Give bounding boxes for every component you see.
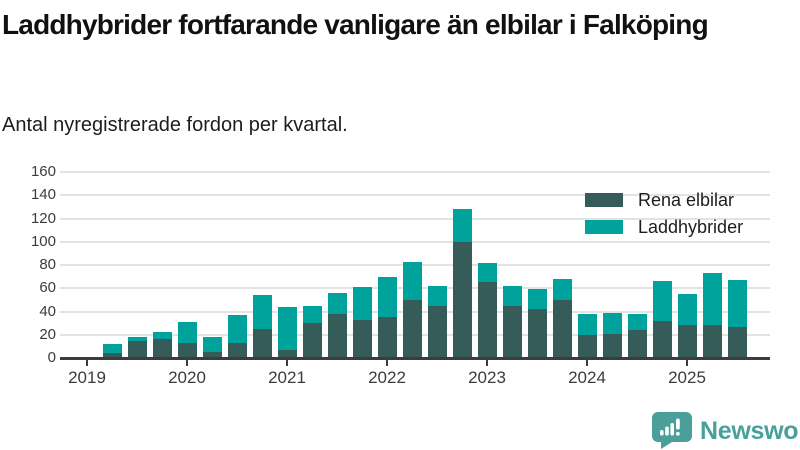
bar-2022-q1-rena-elbilar (377, 317, 397, 358)
bar-2022-q1-laddhybrider (377, 276, 397, 318)
legend-swatch-laddhybrider (585, 220, 623, 234)
bar-2024-q2-laddhybrider (602, 312, 622, 334)
x-axis-tick-2022 (386, 359, 388, 366)
bar-2024-q2-rena-elbilar (602, 333, 622, 358)
gridline-160 (60, 171, 770, 173)
bar-2022-q3-laddhybrider (427, 285, 447, 306)
gridline-140 (60, 194, 770, 197)
x-axis-label-2021: 2021 (268, 368, 306, 387)
x-axis-label-2022: 2022 (368, 368, 406, 387)
bar-2022-q4-laddhybrider (452, 209, 472, 242)
x-axis-tick-2021 (286, 359, 288, 366)
y-axis-label-140: 140 (30, 186, 56, 204)
bar-2024-q1-rena-elbilar (577, 334, 597, 358)
bar-2019-q3-laddhybrider (127, 337, 147, 341)
x-axis-label-2024: 2024 (568, 368, 606, 387)
x-axis-tick-2020 (186, 359, 188, 366)
bar-2021-q1-rena-elbilar (277, 349, 297, 358)
bar-2025-q2-rena-elbilar (702, 325, 722, 358)
bar-2020-q1-rena-elbilar (177, 342, 197, 358)
bar-2020-q2-rena-elbilar (202, 352, 222, 358)
bar-2023-q2-rena-elbilar (502, 305, 522, 358)
y-axis-label-20: 20 (39, 325, 56, 343)
bar-2023-q4-laddhybrider (552, 278, 572, 300)
bar-2022-q3-rena-elbilar (427, 305, 447, 358)
bar-2019-q2-laddhybrider (102, 344, 122, 354)
page-subtitle: Antal nyregistrerade fordon per kvartal. (2, 114, 348, 136)
bar-2022-q2-rena-elbilar (402, 299, 422, 358)
legend-label-rena-elbilar: Rena elbilar (638, 189, 735, 210)
bar-2020-q1-laddhybrider (177, 321, 197, 343)
y-axis-label-0: 0 (47, 349, 56, 366)
legend-item-laddhybrider: Laddhybrider (585, 217, 743, 237)
bar-2021-q1-laddhybrider (277, 306, 297, 350)
bar-2025-q2-laddhybrider (702, 273, 722, 326)
gridline-120 (60, 217, 770, 220)
x-axis-tick-2025 (686, 359, 688, 366)
bar-2023-q3-rena-elbilar (527, 309, 547, 358)
y-axis-label-120: 120 (30, 209, 56, 227)
bar-2020-q2-laddhybrider (202, 337, 222, 353)
bar-2024-q1-laddhybrider (577, 313, 597, 335)
bar-2024-q3-laddhybrider (627, 313, 647, 331)
bar-2024-q3-rena-elbilar (627, 330, 647, 358)
y-axis-label-160: 160 (30, 163, 56, 180)
bar-2025-q1-laddhybrider (677, 294, 697, 326)
legend-item-rena-elbilar: Rena elbilar (585, 190, 743, 210)
bar-2021-q3-laddhybrider (327, 292, 347, 314)
x-axis-label-2020: 2020 (168, 368, 206, 387)
x-axis-label-2019: 2019 (68, 368, 106, 387)
bar-2019-q2-rena-elbilar (102, 353, 122, 358)
bar-2020-q3-laddhybrider (227, 314, 247, 343)
bar-2021-q2-rena-elbilar (302, 323, 322, 358)
bar-2020-q3-rena-elbilar (227, 342, 247, 358)
bar-2019-q4-rena-elbilar (152, 339, 172, 358)
x-axis-label-2023: 2023 (468, 368, 506, 387)
bar-2020-q4-rena-elbilar (252, 328, 272, 358)
y-axis-label-60: 60 (39, 279, 56, 297)
brand-footer: Newsworthy (652, 412, 800, 450)
legend-label-laddhybrider: Laddhybrider (638, 216, 744, 237)
bar-2025-q1-rena-elbilar (677, 325, 697, 358)
x-axis-label-2025: 2025 (668, 368, 706, 387)
newsworthy-logo-icon (652, 412, 692, 449)
bar-2021-q4-rena-elbilar (352, 319, 372, 358)
bar-2022-q4-rena-elbilar (452, 241, 472, 358)
bar-2025-q3-laddhybrider (727, 280, 747, 327)
bar-2024-q4-rena-elbilar (652, 320, 672, 358)
bar-2019-q3-rena-elbilar (127, 340, 147, 358)
bar-2023-q1-laddhybrider (477, 262, 497, 283)
bar-2024-q4-laddhybrider (652, 281, 672, 321)
bar-2022-q2-laddhybrider (402, 261, 422, 300)
x-axis-tick-2023 (486, 359, 488, 366)
bar-2021-q2-laddhybrider (302, 305, 322, 324)
bar-2023-q3-laddhybrider (527, 289, 547, 310)
gridline-100 (60, 240, 770, 243)
x-axis-tick-2024 (586, 359, 588, 366)
bar-2019-q4-laddhybrider (152, 332, 172, 340)
x-axis-tick-2019 (86, 359, 88, 366)
bar-2021-q4-laddhybrider (352, 287, 372, 320)
y-axis-label-80: 80 (39, 256, 56, 273)
bar-2023-q1-rena-elbilar (477, 282, 497, 358)
bar-2023-q2-laddhybrider (502, 285, 522, 306)
page-title: Laddhybrider fortfarande vanligare än el… (2, 9, 709, 40)
legend-swatch-rena-elbilar (585, 193, 623, 207)
bar-2020-q4-laddhybrider (252, 295, 272, 329)
bar-2025-q3-rena-elbilar (727, 326, 747, 358)
y-axis-label-100: 100 (30, 232, 56, 250)
chart-legend: Rena elbilar Laddhybrider (585, 190, 743, 244)
brand-name: Newsworthy (700, 416, 800, 445)
bar-2021-q3-rena-elbilar (327, 313, 347, 358)
x-axis-line (60, 356, 770, 360)
bar-2023-q4-rena-elbilar (552, 299, 572, 358)
y-axis-label-40: 40 (39, 302, 56, 320)
